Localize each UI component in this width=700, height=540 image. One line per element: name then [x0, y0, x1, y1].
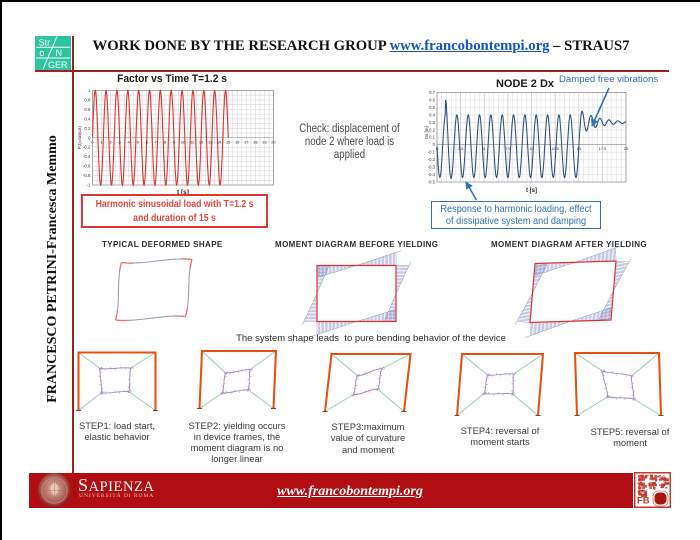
svg-text:-0.4: -0.4 — [428, 172, 436, 177]
svg-text:13: 13 — [208, 139, 212, 144]
svg-text:-1: -1 — [87, 183, 91, 188]
svg-text:2.5: 2.5 — [458, 146, 464, 151]
svg-text:18: 18 — [253, 139, 257, 144]
svg-text:1: 1 — [101, 139, 103, 144]
svg-text:o: o — [39, 48, 44, 58]
svg-text:2: 2 — [110, 139, 112, 144]
svg-text:20: 20 — [271, 139, 276, 144]
svg-text:20: 20 — [624, 146, 629, 151]
svg-text:14: 14 — [217, 139, 222, 144]
svg-text:-0.8: -0.8 — [83, 173, 91, 178]
svg-text:t [s]: t [s] — [526, 188, 537, 194]
svg-text:0: 0 — [88, 135, 91, 140]
svg-text:11: 11 — [190, 139, 194, 144]
svg-text:15: 15 — [226, 139, 230, 144]
svg-text:10: 10 — [529, 146, 534, 151]
svg-text:F(t)=sin(ωt): F(t)=sin(ωt) — [78, 126, 82, 150]
svg-text:0.6: 0.6 — [84, 107, 91, 112]
svg-text:7: 7 — [155, 139, 157, 144]
svg-text:1: 1 — [88, 88, 91, 93]
svg-text:-0.5: -0.5 — [428, 180, 436, 185]
svg-text:9: 9 — [173, 139, 175, 144]
svg-text:0.4: 0.4 — [429, 112, 435, 117]
svg-text:0: 0 — [436, 146, 439, 151]
svg-text:-0.4: -0.4 — [83, 154, 91, 159]
svg-text:0.2: 0.2 — [429, 127, 435, 132]
svg-text:-0.6: -0.6 — [83, 164, 91, 169]
svg-text:N: N — [56, 48, 63, 58]
svg-text:10: 10 — [181, 139, 186, 144]
svg-text:0.5: 0.5 — [429, 105, 435, 110]
svg-text:GER: GER — [48, 60, 68, 70]
svg-text:5: 5 — [483, 146, 486, 151]
svg-text:0.2: 0.2 — [84, 126, 91, 131]
svg-text:0.1: 0.1 — [429, 135, 435, 140]
svg-text:0.7: 0.7 — [429, 90, 435, 95]
svg-text:12.5: 12.5 — [551, 146, 560, 151]
svg-text:-0.3: -0.3 — [428, 165, 436, 170]
svg-text:Dx [m]: Dx [m] — [424, 126, 429, 139]
svg-text:-0.2: -0.2 — [83, 145, 91, 150]
svg-text:8: 8 — [164, 139, 166, 144]
svg-text:3: 3 — [119, 139, 121, 144]
svg-text:t [s]: t [s] — [177, 189, 189, 196]
svg-text:0.3: 0.3 — [429, 120, 435, 125]
svg-text:0.8: 0.8 — [84, 97, 91, 102]
svg-text:0.6: 0.6 — [429, 98, 435, 103]
svg-text:6: 6 — [146, 139, 148, 144]
svg-text:17.5: 17.5 — [599, 146, 608, 151]
svg-text:12: 12 — [199, 139, 203, 144]
svg-text:16: 16 — [235, 139, 239, 144]
svg-text:-0.2: -0.2 — [428, 157, 436, 162]
svg-text:0.4: 0.4 — [84, 116, 91, 121]
svg-text:7.5: 7.5 — [505, 146, 511, 151]
svg-text:15: 15 — [577, 146, 582, 151]
svg-text:0: 0 — [433, 142, 436, 147]
svg-text:Str: Str — [39, 37, 51, 47]
svg-text:0: 0 — [91, 139, 94, 144]
svg-text:17: 17 — [244, 139, 248, 144]
svg-text:FB: FB — [637, 496, 650, 507]
svg-text:19: 19 — [262, 139, 266, 144]
svg-text:-0.1: -0.1 — [428, 150, 436, 155]
svg-text:4: 4 — [128, 139, 131, 144]
svg-text:5: 5 — [137, 139, 139, 144]
